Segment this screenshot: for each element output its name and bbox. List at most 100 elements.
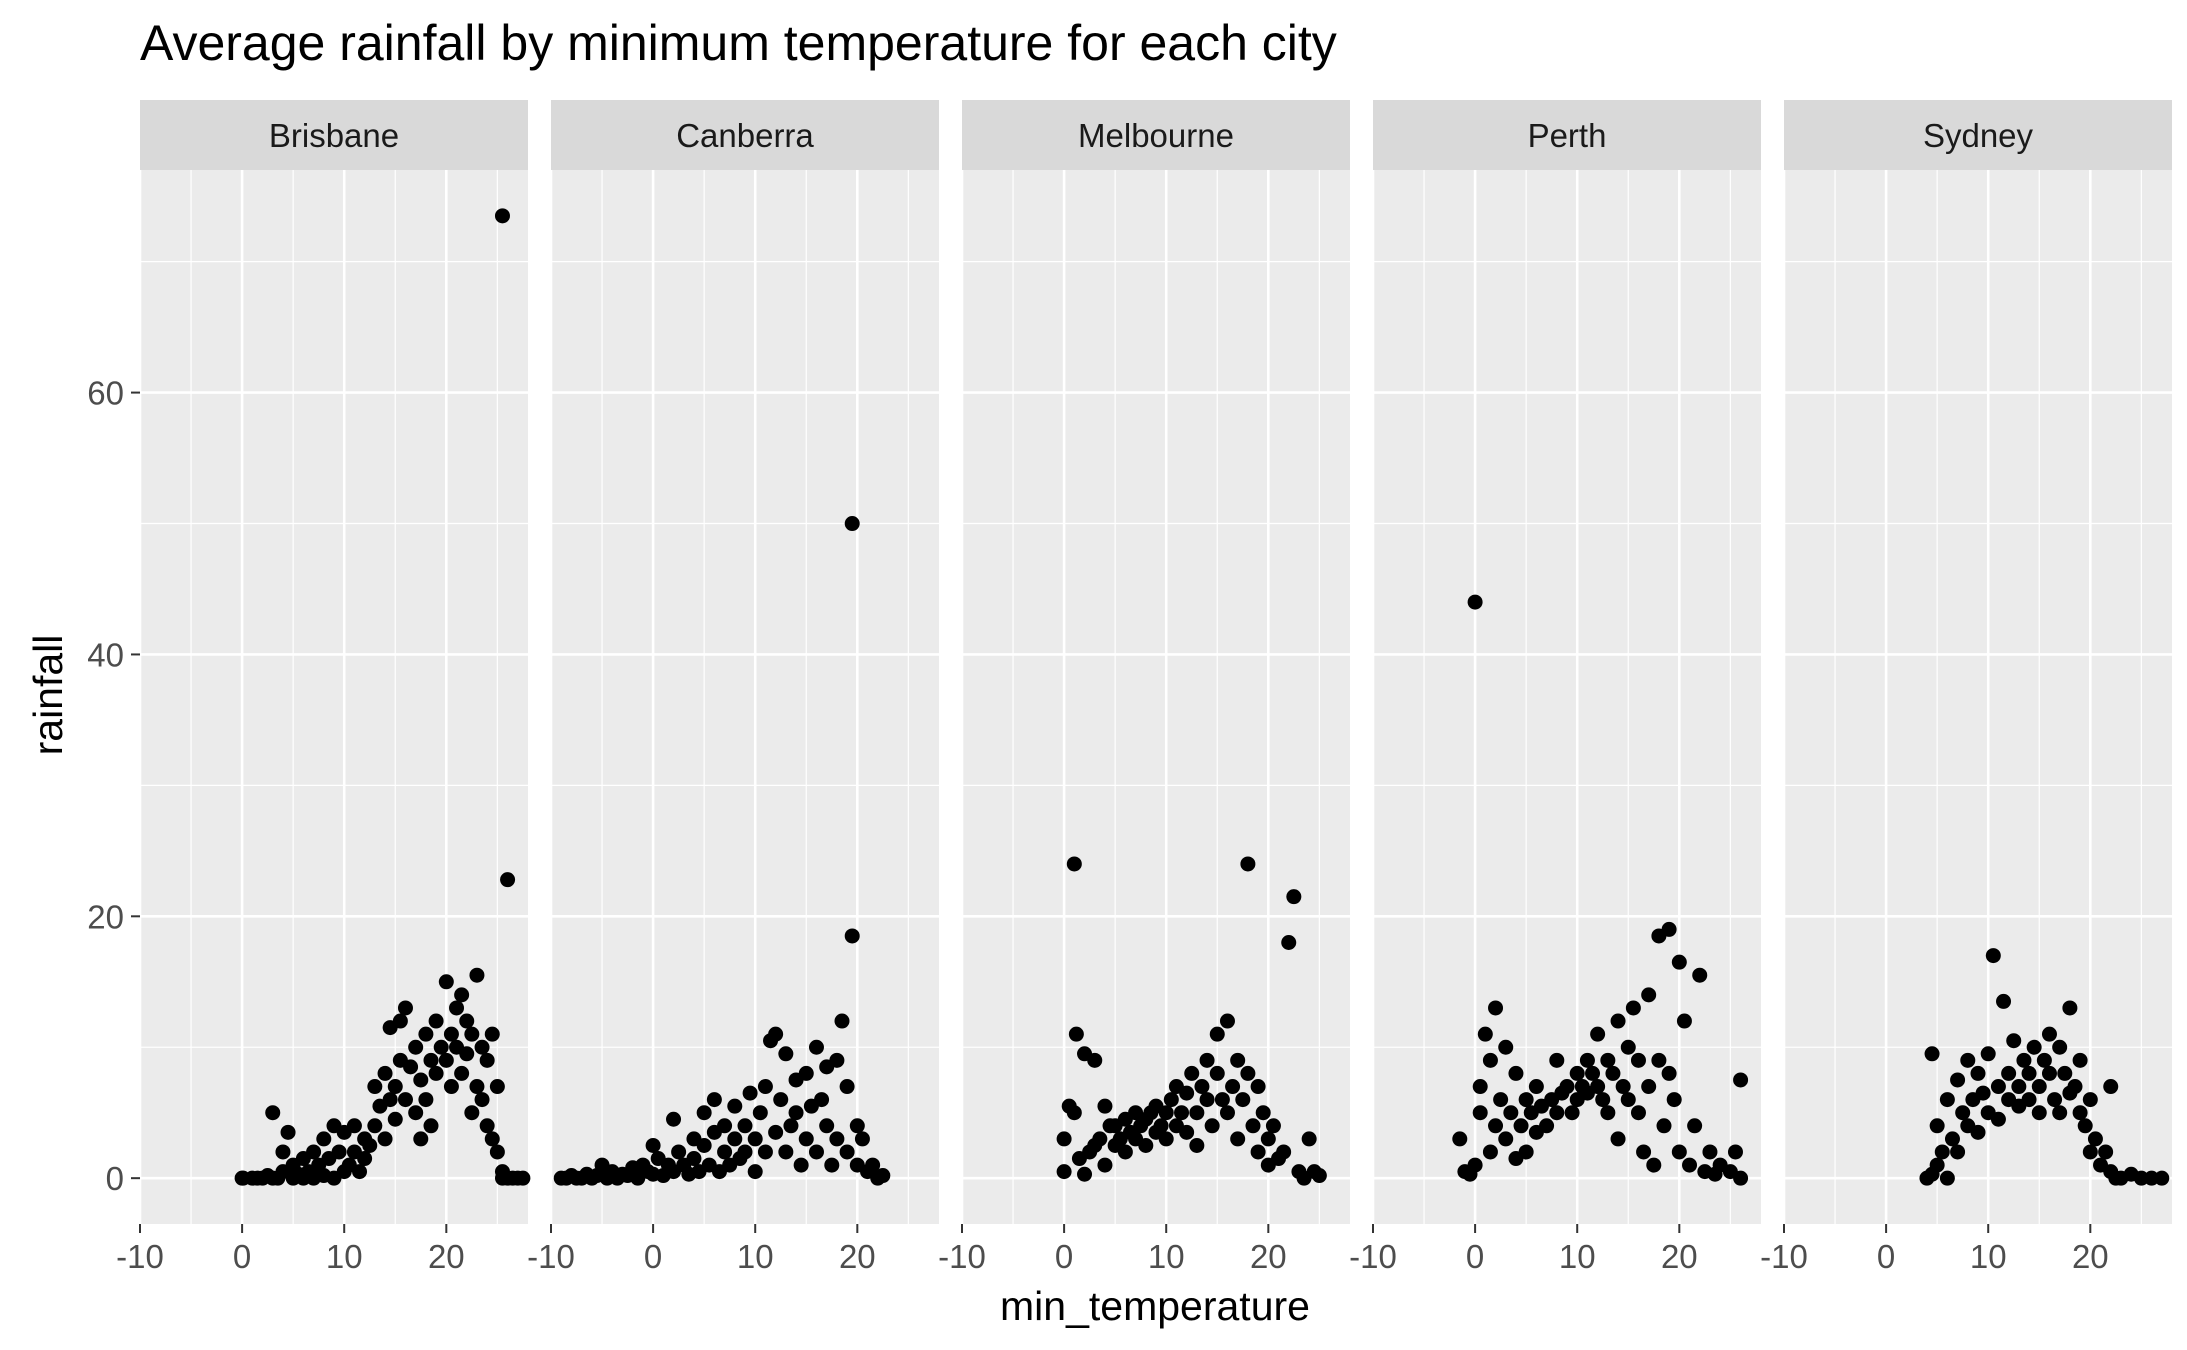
y-tick-label: 40 — [87, 636, 124, 673]
x-tick-label: -10 — [116, 1238, 164, 1275]
data-point — [1939, 1092, 1955, 1108]
data-point — [1934, 1144, 1950, 1160]
data-point — [1656, 1118, 1672, 1134]
data-point — [1950, 1072, 1966, 1088]
data-point — [428, 1013, 444, 1029]
data-point — [1260, 1131, 1276, 1147]
data-point — [500, 872, 516, 888]
data-point — [1600, 1052, 1616, 1068]
data-point — [1189, 1137, 1205, 1153]
x-tick-label: 20 — [2072, 1238, 2109, 1275]
data-point — [479, 1052, 495, 1068]
data-point — [1311, 1168, 1327, 1184]
data-point — [362, 1137, 378, 1153]
data-point — [382, 1092, 398, 1108]
data-point — [1564, 1105, 1580, 1121]
data-point — [346, 1118, 362, 1134]
data-point — [814, 1092, 830, 1108]
data-point — [397, 1092, 413, 1108]
data-point — [1590, 1079, 1606, 1095]
facet-strip-label: Sydney — [1923, 117, 2034, 154]
x-tick-label: 10 — [326, 1238, 363, 1275]
data-point — [423, 1118, 439, 1134]
data-point — [1990, 1111, 2006, 1127]
facet-strip-label: Brisbane — [269, 117, 399, 154]
data-point — [1636, 1144, 1652, 1160]
data-point — [854, 1131, 870, 1147]
data-point — [494, 208, 510, 224]
data-point — [469, 967, 485, 983]
data-point — [387, 1079, 403, 1095]
x-tick-label: 20 — [1250, 1238, 1287, 1275]
data-point — [397, 1000, 413, 1016]
data-point — [1630, 1105, 1646, 1121]
data-point — [1600, 1105, 1616, 1121]
data-point — [392, 1013, 408, 1029]
data-point — [1301, 1131, 1317, 1147]
data-point — [778, 1144, 794, 1160]
facet-panel-perth: Perth -10 0 10 20 — [1349, 100, 1761, 1275]
x-tick-label: 0 — [1055, 1238, 1073, 1275]
data-point — [474, 1092, 490, 1108]
data-point — [706, 1092, 722, 1108]
data-point — [1467, 1157, 1483, 1173]
data-point — [1518, 1092, 1534, 1108]
data-point — [418, 1026, 434, 1042]
data-point — [747, 1164, 763, 1180]
data-point — [1610, 1013, 1626, 1029]
data-point — [454, 1065, 470, 1081]
data-point — [1276, 1144, 1292, 1160]
data-point — [645, 1137, 661, 1153]
data-point — [671, 1144, 687, 1160]
data-point — [1939, 1170, 1955, 1186]
data-point — [2016, 1052, 2032, 1068]
data-point — [1092, 1131, 1108, 1147]
data-point — [464, 1105, 480, 1121]
data-point — [1503, 1105, 1519, 1121]
data-point — [1960, 1052, 1976, 1068]
facet-strip — [1373, 100, 1761, 170]
data-point — [459, 1013, 475, 1029]
data-point — [1646, 1157, 1662, 1173]
data-point — [474, 1039, 490, 1055]
data-point — [1482, 1144, 1498, 1160]
facet-panel-melbourne: Melbourne -10 0 10 20 — [938, 100, 1350, 1275]
facet-strip — [551, 100, 939, 170]
data-point — [316, 1131, 332, 1147]
data-point — [1676, 1013, 1692, 1029]
data-point — [2001, 1065, 2017, 1081]
data-point — [2062, 1000, 2078, 1016]
y-axis-title: rainfall — [25, 635, 71, 756]
data-point — [489, 1144, 505, 1160]
data-point — [844, 516, 860, 532]
data-point — [1230, 1131, 1246, 1147]
data-point — [1944, 1131, 1960, 1147]
data-point — [413, 1131, 429, 1147]
facet-strip — [140, 100, 528, 170]
x-tick-label: 10 — [1559, 1238, 1596, 1275]
data-point — [1970, 1124, 1986, 1140]
data-point — [1235, 1092, 1251, 1108]
data-point — [1513, 1118, 1529, 1134]
data-point — [2057, 1065, 2073, 1081]
data-point — [849, 1118, 865, 1134]
data-point — [2026, 1039, 2042, 1055]
data-point — [1199, 1052, 1215, 1068]
data-point — [829, 1052, 845, 1068]
data-point — [515, 1170, 531, 1186]
data-point — [1194, 1079, 1210, 1095]
x-tick-label: 0 — [644, 1238, 662, 1275]
data-point — [2087, 1131, 2103, 1147]
data-point — [1255, 1105, 1271, 1121]
data-point — [778, 1046, 794, 1062]
data-point — [377, 1065, 393, 1081]
data-point — [1250, 1079, 1266, 1095]
x-tick-label: 20 — [839, 1238, 876, 1275]
data-point — [2021, 1065, 2037, 1081]
panel-background — [1373, 170, 1761, 1224]
data-point — [839, 1079, 855, 1095]
data-point — [1508, 1065, 1524, 1081]
data-point — [717, 1144, 733, 1160]
data-point — [1990, 1079, 2006, 1095]
